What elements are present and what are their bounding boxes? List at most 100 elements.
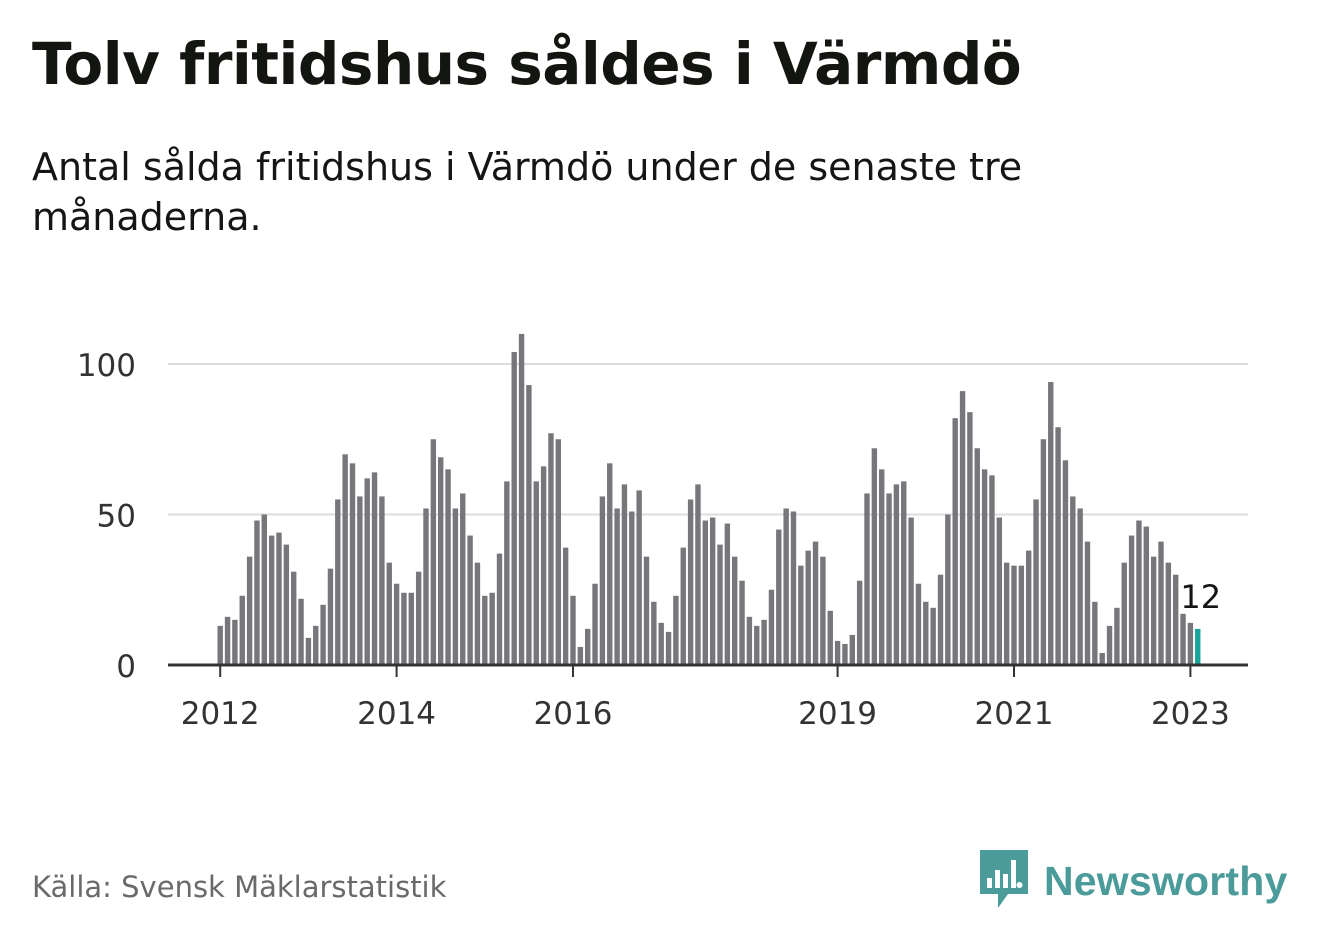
bar: [643, 556, 650, 665]
bar: [415, 571, 422, 665]
bar: [489, 592, 495, 665]
bar: [1150, 556, 1157, 665]
bar: [1121, 562, 1127, 665]
bar: [665, 631, 672, 665]
bar: [1099, 652, 1105, 665]
bar: [717, 544, 723, 665]
bar: [540, 466, 547, 665]
source-note: Källa: Svensk Mäklarstatistik: [32, 870, 447, 904]
bar: [952, 418, 958, 665]
bar: [460, 493, 466, 665]
bar: [570, 595, 576, 665]
bar: [1011, 565, 1017, 665]
bar: [276, 532, 282, 665]
bar: [1092, 601, 1098, 665]
bar: [533, 481, 539, 665]
chart-title: Tolv fritidshus såldes i Värmdö: [32, 30, 1022, 98]
bar: [967, 412, 973, 665]
bar: [518, 333, 525, 665]
bar: [629, 511, 635, 665]
bar: [1143, 526, 1149, 665]
brand-logo: Newsworthy: [980, 850, 1288, 912]
bar: [283, 544, 290, 665]
bar: [599, 496, 606, 665]
bar: [1187, 622, 1194, 665]
bar: [996, 517, 1002, 665]
bar: [886, 493, 892, 665]
bar: [754, 625, 760, 665]
bar: [776, 529, 782, 665]
bar: [893, 484, 900, 665]
x-tick-label: 2012: [181, 696, 260, 732]
bar: [732, 556, 738, 665]
bar: [989, 475, 995, 665]
bar: [224, 616, 231, 665]
bar: [651, 601, 657, 665]
bar: [930, 607, 936, 665]
bar: [335, 499, 341, 665]
bar: [291, 571, 297, 665]
bar: [945, 514, 951, 665]
bar: [1173, 574, 1179, 665]
bar: [393, 583, 400, 665]
x-tick-label: 2019: [798, 696, 877, 732]
bar: [313, 625, 319, 665]
bar: [496, 553, 503, 665]
bar: [320, 604, 326, 665]
x-tick-label: 2021: [975, 696, 1054, 732]
bar: [1055, 427, 1061, 665]
bar: [680, 547, 686, 665]
y-tick-label: 100: [77, 348, 136, 384]
bar: [1106, 625, 1113, 665]
bar: [562, 547, 569, 665]
bar: [423, 508, 429, 665]
bar: [739, 580, 745, 665]
bar: [1180, 613, 1186, 665]
bar: [232, 619, 238, 665]
bar: [268, 535, 275, 665]
bar: [746, 616, 753, 665]
bar: [908, 517, 914, 665]
bar: [812, 541, 819, 665]
bar: [1033, 499, 1039, 665]
bar: [349, 463, 356, 665]
bar: [386, 562, 392, 665]
bar: [452, 508, 459, 665]
bar: [585, 628, 591, 665]
brand-name: Newsworthy: [1044, 857, 1288, 904]
bar: [614, 508, 620, 665]
bar: [820, 556, 826, 665]
value-label: 12: [1180, 578, 1221, 616]
bar: [673, 595, 679, 665]
bar: [1070, 496, 1076, 665]
x-tick-label: 2023: [1151, 696, 1230, 732]
bar: [1062, 460, 1069, 665]
bar: [915, 583, 922, 665]
bar: [1136, 520, 1142, 665]
bar: [864, 493, 870, 665]
bar: [357, 496, 363, 665]
bar: [937, 574, 944, 665]
bar: [1040, 439, 1047, 665]
bar: [834, 640, 841, 665]
x-tick-label: 2014: [357, 696, 436, 732]
x-tick-label: 2016: [534, 696, 613, 732]
bar-chart: 0 50 100 2012 2014 2016 2019 2021 2023 12: [77, 333, 1248, 732]
bar: [430, 439, 437, 665]
bar: [607, 463, 613, 665]
bar: [548, 433, 554, 665]
bar: [577, 646, 584, 665]
bar: [1114, 607, 1120, 665]
bar: [981, 469, 988, 665]
bar: [768, 589, 775, 665]
bar: [1018, 565, 1025, 665]
bar: [923, 601, 929, 665]
bar: [695, 484, 701, 665]
bar: [709, 517, 716, 665]
bar: [511, 351, 517, 665]
bar: [1077, 508, 1083, 665]
bar: [687, 499, 694, 665]
bar: [658, 622, 664, 665]
y-tick-label: 0: [116, 649, 136, 685]
bar: [298, 598, 304, 665]
